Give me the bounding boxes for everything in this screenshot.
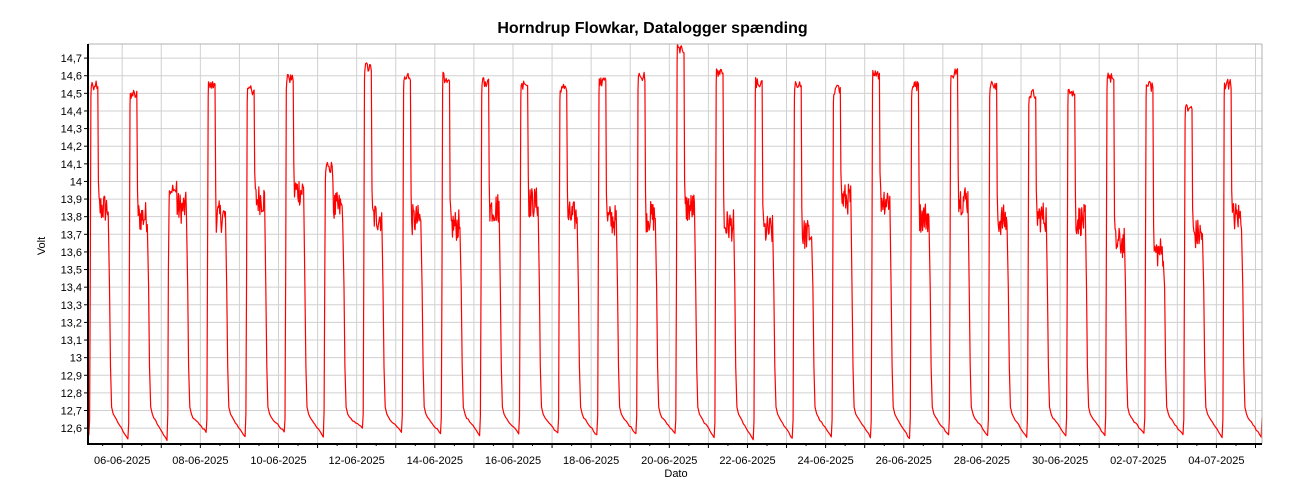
y-tick-label: 13,6 [61,247,82,259]
y-tick-label: 13,3 [61,300,82,312]
y-tick-label: 13 [70,353,82,365]
y-tick-label: 14,7 [61,53,82,65]
y-tick-label: 13,5 [61,265,82,277]
x-tick-label: 04-07-2025 [1188,455,1244,467]
x-tick-label: 10-06-2025 [250,455,306,467]
y-tick-label: 12,8 [61,388,82,400]
x-tick-label: 06-06-2025 [94,455,150,467]
y-tick-label: 14,5 [61,88,82,100]
y-tick-label: 14,2 [61,141,82,153]
y-tick-label: 13,7 [61,229,82,241]
x-tick-label: 16-06-2025 [485,455,541,467]
y-tick-label: 13,8 [61,212,82,224]
x-axis-ticks: 06-06-2025 08-06-2025 10-06-2025 12-06-2025… [94,444,1256,467]
series-line [87,43,1263,442]
x-tick-label: 08-06-2025 [172,455,228,467]
x-axis-label: Dato [664,468,687,480]
chart-title: Horndrup Flowkar, Datalogger spænding [497,20,808,37]
x-tick-label: 14-06-2025 [407,455,463,467]
y-axis-ticks: 12,6 12,7 12,8 12,9 13 13,1 13,2 13,3 13,4 13,5 13… [61,53,88,435]
x-tick-label: 24-06-2025 [797,455,853,467]
y-tick-label: 14,3 [61,124,82,136]
y-tick-label: 13,2 [61,317,82,329]
y-tick-label: 12,6 [61,423,82,435]
y-tick-label: 12,7 [61,406,82,418]
y-tick-label: 13,9 [61,194,82,206]
y-axis-label: Volt [36,237,48,255]
x-tick-label: 22-06-2025 [719,455,775,467]
x-tick-label: 26-06-2025 [876,455,932,467]
x-tick-label: 12-06-2025 [329,455,385,467]
series-layer [87,43,1263,442]
x-tick-label: 28-06-2025 [954,455,1010,467]
y-tick-label: 13,1 [61,335,82,347]
x-tick-label: 30-06-2025 [1032,455,1088,467]
y-tick-label: 12,9 [61,370,82,382]
x-tick-label: 02-07-2025 [1110,455,1166,467]
x-tick-label: 20-06-2025 [641,455,697,467]
y-tick-label: 14,4 [61,106,82,118]
y-tick-label: 14,1 [61,159,82,171]
x-tick-label: 18-06-2025 [563,455,619,467]
y-tick-label: 14 [70,176,82,188]
y-tick-label: 14,6 [61,71,82,83]
y-tick-label: 13,4 [61,282,82,294]
